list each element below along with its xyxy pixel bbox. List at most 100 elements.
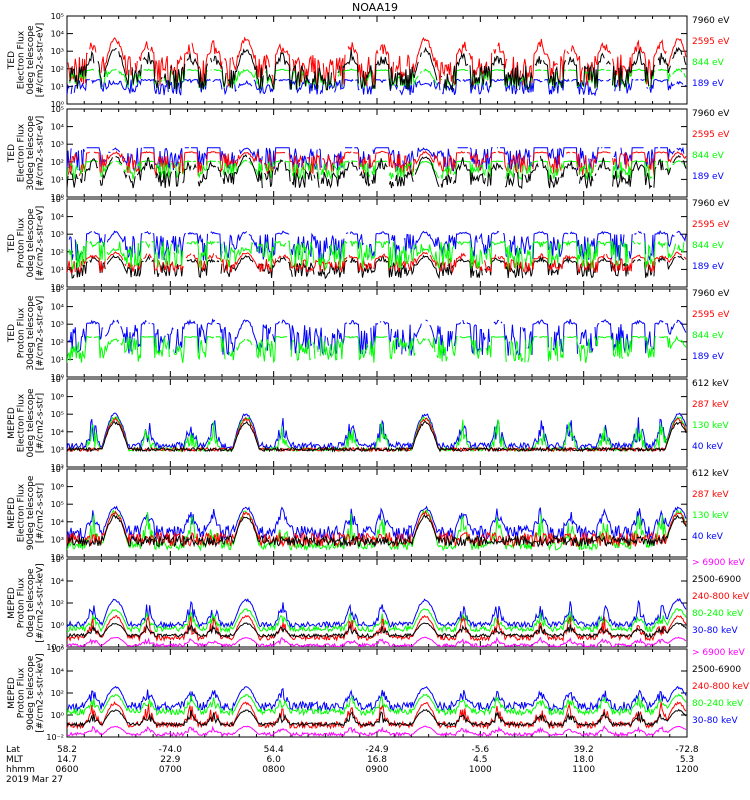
y-axis-label: TEDElectron Flux30deg telescope[#/cm2-s-… (7, 115, 46, 190)
footer-value: -24.9 (365, 745, 389, 755)
panel-meped-electron-0: 10² 10³ 10⁴ 10⁵ 10⁶ 10⁷ MEPEDElectron Flux0deg… (7, 375, 729, 472)
footer-value: 0900 (366, 765, 389, 775)
y-tick-label: 10¹ (51, 82, 64, 91)
series-group (67, 505, 687, 552)
y-tick-label: 10⁵ (51, 500, 64, 509)
y-axis-label-line: Electron Flux (17, 483, 27, 542)
series-black (67, 153, 687, 190)
y-tick-label: 10⁵ (51, 285, 64, 294)
date-label: 2019 Mar 27 (6, 775, 63, 785)
panel-ted-electron-30: 10⁰ 10¹ 10² 10³ 10⁴ 10⁵ TEDElectron Flux30deg … (7, 105, 730, 202)
footer-value: 22.9 (160, 755, 180, 765)
series-group (67, 685, 687, 737)
y-tick-label: 10⁴ (51, 428, 64, 437)
legend-entry: 7960 eV (692, 289, 730, 299)
series-black (67, 420, 687, 453)
series-group (67, 36, 687, 97)
legend-entry: 2500-6900 (692, 575, 741, 585)
footer-value: 39.2 (574, 745, 594, 755)
y-axis-label-line: Proton Flux (17, 577, 27, 628)
panel-frame (66, 378, 688, 468)
series-red (67, 150, 687, 177)
footer-value: -72.8 (675, 745, 699, 755)
y-axis-label-line: 0deg telescope (26, 208, 36, 278)
y-axis-label: TEDProton Flux0deg telescope[#/cm2-s-str… (7, 206, 46, 281)
y-axis-label-line: MEPED (7, 587, 17, 619)
legend-entry: 2595 eV (692, 310, 730, 320)
y-axis-label: MEPEDProton Flux0deg telescope[#/cm2-s-s… (7, 563, 46, 642)
legend-entry: 30-80 keV (692, 716, 738, 726)
footer-value: 0700 (159, 765, 182, 775)
legend-entry: 80-240 keV (692, 609, 744, 619)
y-tick-label: 10² (51, 338, 64, 347)
legend-entry: 2595 eV (692, 220, 730, 230)
legend-entry: 240-800 keV (692, 592, 750, 602)
y-tick-label: 10⁻² (46, 643, 64, 652)
legend-entry: 240-800 keV (692, 682, 750, 692)
footer-value: 14.7 (57, 755, 77, 765)
series-group (67, 318, 687, 364)
y-tick-label: 10⁷ (51, 375, 64, 384)
y-tick-label: 10⁴ (51, 577, 64, 586)
series-green (67, 693, 687, 717)
y-tick-label: 10³ (51, 47, 64, 56)
series-black (67, 708, 687, 728)
y-tick-label: 10³ (51, 535, 64, 544)
panel-meped-proton-0: 10⁻² 10⁰ 10² 10⁴ 10⁶ MEPEDProton Flux0deg tel… (7, 555, 750, 652)
y-axis-label-line: TED (7, 51, 17, 70)
y-tick-label: 10⁵ (51, 410, 64, 419)
footer-value: 0600 (56, 765, 79, 775)
y-tick-label: 10⁴ (51, 213, 64, 222)
y-axis-label-line: MEPED (7, 407, 17, 439)
y-tick-label: 10⁵ (51, 12, 64, 21)
legend-entry: 80-240 keV (692, 699, 744, 709)
series-green (67, 159, 687, 181)
series-green (67, 608, 687, 634)
legend-entry: 612 keV (692, 469, 729, 479)
y-tick-label: 10⁷ (51, 465, 64, 474)
y-axis-label-line: [#/cm2-s-str-eV] (36, 296, 46, 371)
y-tick-label: 10⁰ (51, 621, 64, 630)
y-axis-label-line: 30deg telescope (26, 115, 36, 190)
y-axis-label: TEDProton Flux30deg telescope[#/cm2-s-st… (7, 295, 46, 370)
y-tick-label: 10⁰ (51, 373, 64, 382)
y-tick-label: 10³ (51, 445, 64, 454)
panel-ted-proton-0: 10⁰ 10¹ 10² 10³ 10⁴ 10⁵ TEDProton Flux0deg tel… (7, 195, 730, 292)
series-blue (67, 78, 687, 97)
legend-entry: 2595 eV (692, 130, 730, 140)
footer-value: 58.2 (57, 745, 77, 755)
y-tick-label: 10² (51, 599, 64, 608)
y-tick-label: 10¹ (51, 265, 64, 274)
series-blue (67, 597, 687, 629)
y-tick-label: 10⁵ (51, 105, 64, 114)
series-magenta (67, 725, 687, 737)
y-axis-label-line: [#/cm2-s-str] (36, 393, 46, 453)
legend-entry: 7960 eV (692, 199, 730, 209)
series-black (67, 514, 687, 548)
chart-title: NOAA19 (352, 1, 398, 14)
legend-entry: > 6900 keV (692, 558, 746, 568)
y-tick-label: 10³ (51, 230, 64, 239)
y-axis-label-line: [#/cm2-s-str-eV] (36, 116, 46, 191)
series-group (67, 597, 687, 647)
y-tick-label: 10⁶ (51, 645, 64, 654)
legend-entry: 189 eV (692, 262, 725, 272)
footer-value: 1000 (469, 765, 492, 775)
legend-entry: 189 eV (692, 352, 725, 362)
legend-entry: 2500-6900 (692, 665, 741, 675)
y-axis-label-line: Proton Flux (17, 217, 27, 268)
y-axis-label-line: Electron Flux (17, 30, 27, 89)
series-black (68, 46, 687, 91)
series-blue (68, 230, 687, 263)
footer-row-label: MLT (6, 755, 24, 765)
y-axis-label-line: Proton Flux (17, 667, 27, 718)
series-red (67, 700, 687, 730)
y-tick-label: 10⁴ (51, 518, 64, 527)
legend-entry: 2595 eV (692, 37, 730, 47)
y-axis-label-line: 90deg telescope (26, 475, 36, 550)
series-group (67, 230, 687, 278)
y-tick-label: 10⁴ (51, 30, 64, 39)
footer-value: 16.8 (367, 755, 387, 765)
footer-value: 1200 (676, 765, 699, 775)
